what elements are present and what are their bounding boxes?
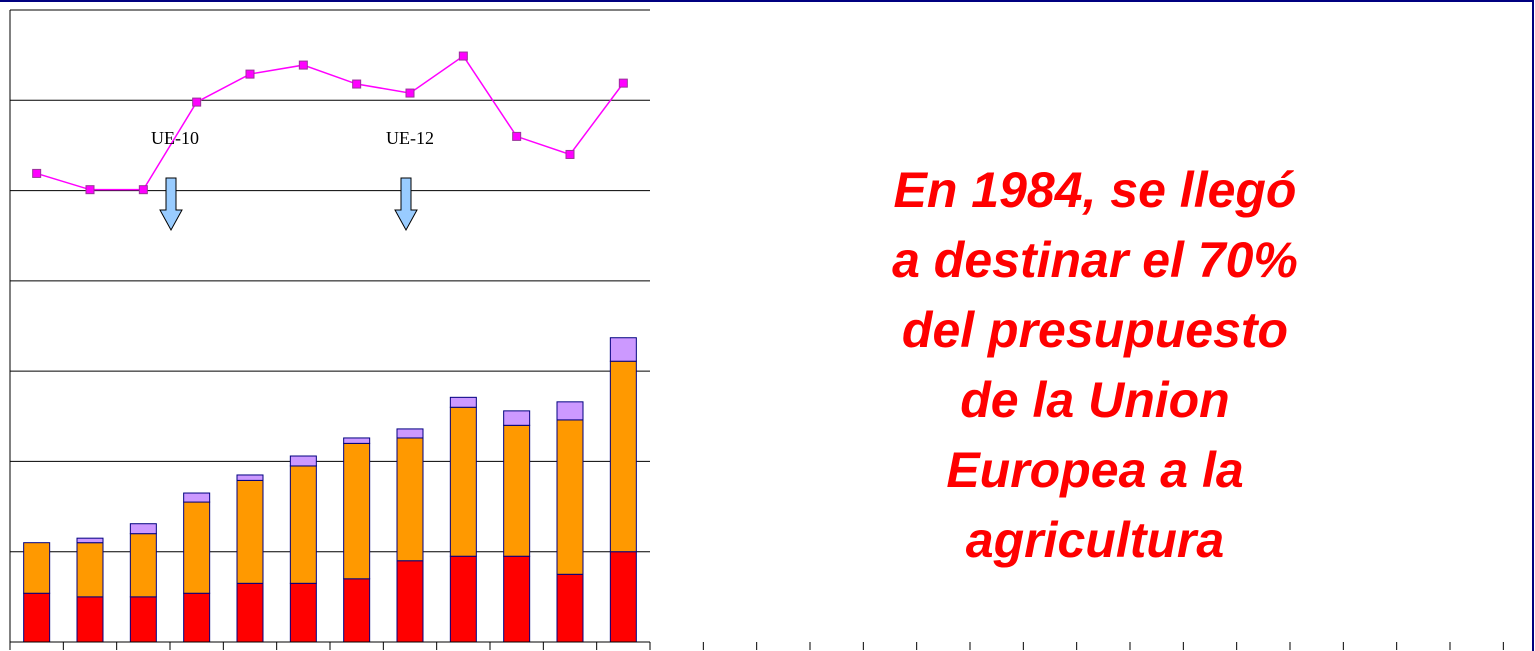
line-marker xyxy=(512,131,522,141)
bar-segment xyxy=(183,501,211,594)
arrow xyxy=(159,177,183,232)
bar-segment xyxy=(343,578,371,643)
bar-segment xyxy=(76,542,104,598)
bar-segment xyxy=(236,582,264,643)
bar-segment xyxy=(129,596,157,643)
line-marker xyxy=(138,185,148,195)
bar-segment xyxy=(396,437,424,562)
plot xyxy=(9,9,1504,650)
bar-segment xyxy=(129,523,157,535)
bar-segment xyxy=(129,533,157,598)
bar-segment xyxy=(503,424,531,557)
callout-line: agricultura xyxy=(966,512,1224,568)
bar-segment xyxy=(343,437,371,444)
bar-segment xyxy=(609,360,637,553)
bar-segment xyxy=(183,592,211,643)
line-marker xyxy=(298,60,308,70)
bar-segment xyxy=(609,337,637,362)
callout-line: En 1984, se llegó xyxy=(894,162,1297,218)
bar-segment xyxy=(556,401,584,421)
callout-line: Europea a la xyxy=(946,442,1243,498)
line-marker xyxy=(618,78,628,88)
bar-segment xyxy=(449,555,477,643)
line-marker xyxy=(32,168,42,178)
annotation: UE-10 xyxy=(151,128,199,148)
bar-segment xyxy=(289,582,317,643)
bar-segment xyxy=(449,406,477,557)
bar-segment xyxy=(609,551,637,643)
bar-segment xyxy=(183,492,211,503)
annotation: UE-12 xyxy=(386,128,434,148)
bar-segment xyxy=(556,573,584,643)
line-marker xyxy=(85,185,95,195)
bar-segment xyxy=(236,479,264,584)
line-marker xyxy=(192,97,202,107)
line xyxy=(36,54,624,191)
bar-segment xyxy=(503,555,531,643)
line-marker xyxy=(245,69,255,79)
line-marker xyxy=(405,88,415,98)
bar-segment xyxy=(23,592,51,643)
callout-line: de la Union xyxy=(960,372,1229,428)
bar-segment xyxy=(236,474,264,481)
bar-segment xyxy=(289,455,317,467)
bar-segment xyxy=(396,560,424,643)
bar-segment xyxy=(396,428,424,439)
bar-segment xyxy=(556,419,584,575)
arrow xyxy=(394,177,418,232)
bar-segment xyxy=(76,537,104,544)
line-marker xyxy=(565,149,575,159)
bar-segment xyxy=(76,596,104,643)
bar-segment xyxy=(449,396,477,408)
bar-segment xyxy=(23,542,51,594)
callout: En 1984, se llegó a destinar el 70% del … xyxy=(892,162,1298,568)
line-marker xyxy=(352,79,362,89)
bar-segment xyxy=(289,465,317,584)
bar-segment xyxy=(343,442,371,580)
callout-line: del presupuesto xyxy=(902,302,1288,358)
line-marker xyxy=(458,51,468,61)
callout-line: a destinar el 70% xyxy=(892,232,1298,288)
bar-segment xyxy=(503,410,531,426)
